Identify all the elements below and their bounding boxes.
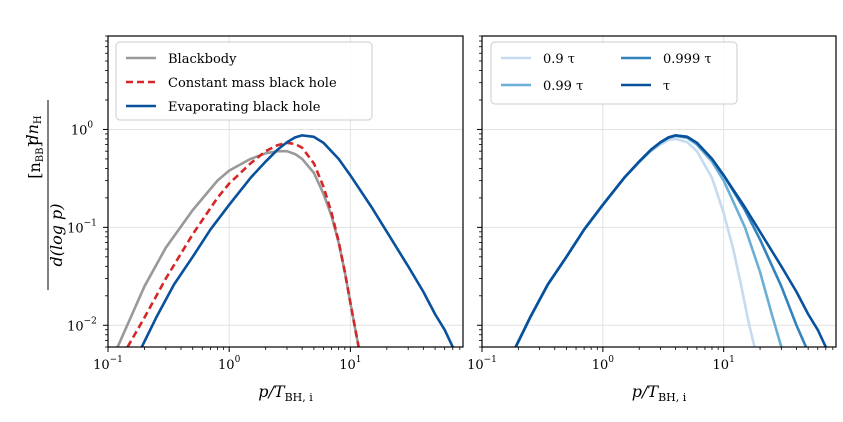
x-axis-label: p/TBH, i	[258, 382, 313, 404]
series-line-1	[514, 134, 783, 347]
legend-label-2: 0.999 τ	[663, 52, 712, 67]
legend-label-0: Blackbody	[168, 52, 237, 67]
legend-frame	[490, 41, 738, 105]
series-line-2	[140, 134, 454, 347]
legend-label-3: τ	[663, 79, 670, 94]
x-tick-label: 100	[592, 355, 615, 373]
x-tick-label: 10−1	[93, 355, 123, 373]
series-line-2	[514, 134, 808, 347]
y-tick-label: 10−1	[67, 218, 97, 236]
x-tick-label: 10−1	[467, 355, 497, 373]
y-axis-label: dnH d(log p) [nBB]	[23, 100, 66, 290]
legend-label-1: 0.99 τ	[543, 79, 583, 94]
axes-frame	[107, 35, 464, 348]
right-panel: 10−1 100 101 p/TBH, i 0.9 τ 0.99 τ 0.999 τ τ	[467, 35, 837, 404]
x-tick-label: 100	[218, 355, 241, 373]
legend-label-0: 0.9 τ	[543, 52, 575, 67]
legend-label-2: Evaporating black hole	[168, 100, 321, 115]
legend: Blackbody Constant mass black hole Evapora…	[115, 41, 373, 121]
series-line-3	[514, 134, 827, 347]
y-label-unit: [nBB]	[25, 141, 46, 179]
legend: 0.9 τ 0.99 τ 0.999 τ τ	[490, 41, 738, 105]
y-tick-label: 10−2	[67, 316, 97, 334]
y-label-numerator: dnH	[23, 115, 44, 145]
legend-frame	[115, 41, 373, 121]
y-label-denominator: d(log p)	[47, 203, 66, 266]
y-tick-label: 100	[71, 120, 94, 138]
x-tick-label: 101	[713, 355, 735, 373]
series-line-0	[116, 149, 360, 347]
left-panel: 10−1 100 101 10−2 10−1 100 p/TBH, i Blackbody Co…	[67, 35, 464, 404]
x-axis-label: p/TBH, i	[632, 382, 687, 404]
axes-frame	[481, 35, 837, 348]
x-tick-label: 101	[339, 355, 361, 373]
series-line-1	[126, 141, 360, 347]
legend-label-1: Constant mass black hole	[168, 76, 337, 91]
